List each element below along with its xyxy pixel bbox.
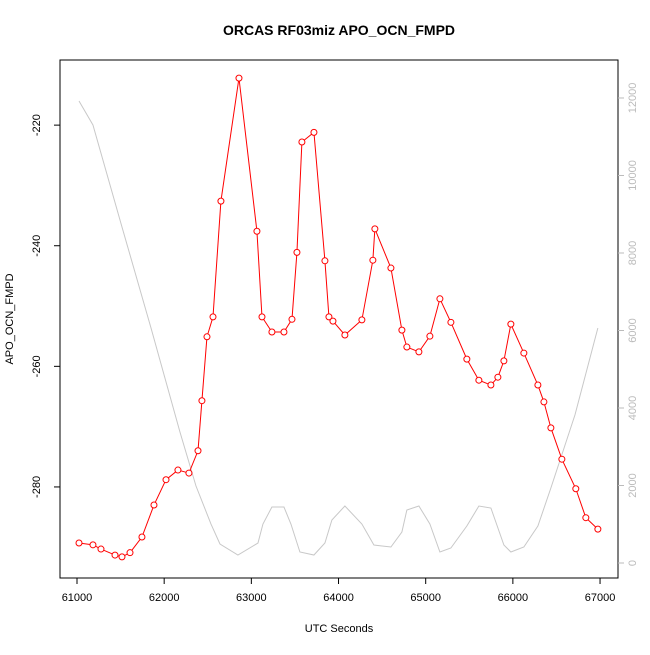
y-tick-label: -260 <box>31 355 43 377</box>
point <box>475 376 483 384</box>
point <box>436 295 444 303</box>
point <box>426 332 434 340</box>
chart-title: ORCAS RF03miz APO_OCN_FMPD <box>223 22 455 38</box>
point <box>298 138 306 146</box>
point <box>507 320 515 328</box>
point <box>494 373 502 381</box>
point <box>463 355 471 363</box>
x-axis-label: UTC Seconds <box>305 623 374 635</box>
point <box>235 74 243 82</box>
point <box>500 357 508 365</box>
point <box>358 316 366 324</box>
point <box>572 485 580 493</box>
point <box>97 545 105 553</box>
y-tick-label: -220 <box>31 114 43 136</box>
point <box>558 455 566 463</box>
plot-box <box>59 59 619 579</box>
point <box>547 424 555 432</box>
point <box>198 397 206 405</box>
x-tick-label: 67000 <box>585 592 616 604</box>
point <box>387 264 395 272</box>
x-tick-label: 61000 <box>62 592 93 604</box>
point <box>520 349 528 357</box>
x-tick-label: 63000 <box>236 592 267 604</box>
point <box>341 331 349 339</box>
y-tick-label: -280 <box>31 476 43 498</box>
point <box>75 539 83 547</box>
point <box>111 551 119 559</box>
point <box>288 315 296 323</box>
point <box>209 313 217 321</box>
point <box>415 348 423 356</box>
point <box>321 257 329 265</box>
x-tick-label: 64000 <box>323 592 354 604</box>
x-tick-label: 62000 <box>149 592 180 604</box>
point <box>203 333 211 341</box>
point <box>325 313 333 321</box>
point <box>329 317 337 325</box>
point <box>89 541 97 549</box>
x-tick-label: 65000 <box>410 592 441 604</box>
point <box>162 476 170 484</box>
point <box>268 328 276 336</box>
y-tick-label: -240 <box>31 235 43 257</box>
point <box>194 447 202 455</box>
point <box>138 533 146 541</box>
point <box>217 197 225 205</box>
y2-tick-label: 0 <box>627 560 639 566</box>
y2-tick-label: 2000 <box>627 473 639 497</box>
point <box>126 549 134 557</box>
point <box>118 553 126 561</box>
point <box>371 225 379 233</box>
y2-tick-label: 8000 <box>627 241 639 265</box>
point <box>280 328 288 336</box>
y-axis-label: APO_OCN_FMPD <box>4 273 16 364</box>
series-line <box>78 100 599 556</box>
y2-tick-label: 12000 <box>627 83 639 114</box>
point <box>594 525 602 533</box>
point <box>487 381 495 389</box>
y2-tick-label: 4000 <box>627 396 639 420</box>
point <box>258 313 266 321</box>
point <box>293 248 301 256</box>
point <box>253 227 261 235</box>
point <box>369 256 377 264</box>
point <box>403 343 411 351</box>
point <box>185 469 193 477</box>
x-tick-label: 66000 <box>498 592 529 604</box>
point <box>534 381 542 389</box>
point <box>447 318 455 326</box>
y2-tick-label: 6000 <box>627 318 639 342</box>
series-line <box>78 78 599 558</box>
point <box>150 501 158 509</box>
y2-tick-label: 10000 <box>627 160 639 191</box>
point <box>310 128 318 136</box>
point <box>540 398 548 406</box>
point <box>582 514 590 522</box>
point <box>174 466 182 474</box>
point <box>398 326 406 334</box>
